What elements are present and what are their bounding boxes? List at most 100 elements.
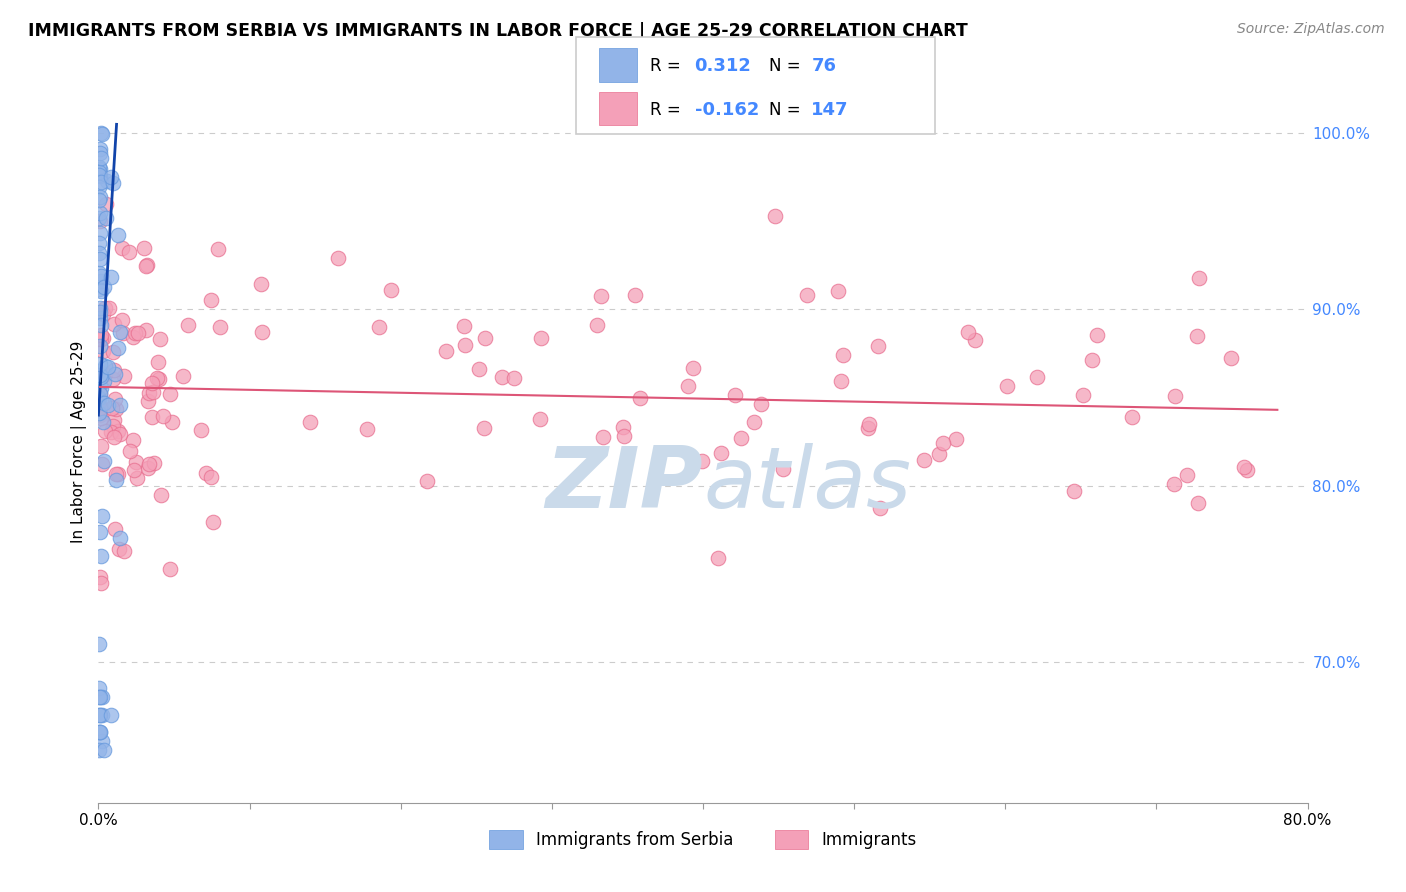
Point [250, 325, 273, 339]
Point [93, 375, 115, 389]
Point [89, 368, 111, 383]
Text: R =: R = [650, 101, 686, 120]
Point [136, 393, 159, 408]
Point [749, 397, 772, 411]
Point [100, 169, 122, 184]
Point [1163, 389, 1185, 403]
Point [90, 439, 112, 453]
Point [103, 363, 125, 377]
Point [90, 410, 112, 425]
Point [827, 284, 849, 298]
Point [94, 425, 117, 439]
Point [1185, 328, 1208, 343]
Point [89, 180, 111, 194]
Point [94, 301, 117, 316]
Point [104, 367, 127, 381]
Point [101, 419, 124, 434]
Point [724, 388, 747, 402]
Point [122, 433, 145, 447]
Point [190, 423, 212, 437]
Point [89, 206, 111, 220]
Point [89, 145, 111, 160]
Point [89, 707, 111, 722]
Point [101, 344, 124, 359]
Point [159, 561, 181, 575]
Point [90, 318, 112, 332]
Point [1219, 351, 1241, 365]
Point [132, 241, 155, 255]
Point [87, 392, 110, 406]
Point [690, 454, 713, 468]
Point [866, 339, 889, 353]
Point [730, 431, 752, 445]
Point [103, 317, 125, 331]
Point [96, 398, 118, 412]
Point [124, 326, 146, 340]
Point [89, 169, 111, 184]
Point [356, 422, 378, 436]
Point [91, 344, 114, 359]
Point [100, 425, 122, 440]
Point [90, 508, 112, 523]
Point [90, 175, 112, 189]
Point [589, 289, 612, 303]
Point [90, 152, 112, 166]
Point [125, 455, 148, 469]
Text: -0.162: -0.162 [695, 101, 759, 120]
Point [932, 436, 955, 450]
Point [202, 515, 225, 529]
Point [89, 406, 111, 420]
Point [208, 319, 231, 334]
Point [127, 326, 149, 340]
Point [87, 235, 110, 250]
Point [91, 331, 114, 345]
Point [90, 327, 112, 342]
Point [90, 575, 112, 590]
Point [945, 432, 967, 446]
Point [1233, 459, 1256, 474]
Point [1175, 468, 1198, 483]
Point [474, 331, 496, 345]
Point [176, 318, 198, 332]
Point [380, 283, 402, 297]
Point [250, 277, 273, 291]
Point [869, 501, 891, 516]
Point [135, 322, 157, 336]
Point [89, 252, 111, 266]
Point [89, 725, 111, 739]
Point [630, 391, 652, 405]
Point [586, 318, 609, 332]
Point [454, 338, 477, 352]
Point [94, 211, 117, 225]
Point [89, 301, 111, 315]
Point [91, 415, 114, 429]
Point [90, 734, 112, 748]
Point [796, 288, 818, 302]
Point [200, 293, 222, 307]
Y-axis label: In Labor Force | Age 25-29: In Labor Force | Age 25-29 [72, 341, 87, 542]
Point [467, 362, 489, 376]
Point [1188, 271, 1211, 285]
Point [368, 319, 391, 334]
Point [91, 127, 114, 141]
Point [103, 430, 125, 444]
Point [104, 402, 127, 417]
Point [436, 344, 458, 359]
Legend: Immigrants from Serbia, Immigrants: Immigrants from Serbia, Immigrants [482, 823, 924, 856]
Point [530, 330, 553, 344]
Point [87, 282, 110, 296]
Point [89, 408, 111, 422]
Text: 147: 147 [811, 101, 849, 120]
Point [91, 690, 114, 704]
Point [112, 543, 135, 558]
Point [89, 357, 111, 371]
Point [87, 743, 110, 757]
Point [1187, 496, 1209, 510]
Point [491, 370, 513, 384]
Point [416, 474, 439, 488]
Point [91, 307, 114, 321]
Point [112, 369, 135, 384]
Point [89, 387, 111, 401]
Point [104, 467, 127, 481]
Point [112, 326, 135, 341]
